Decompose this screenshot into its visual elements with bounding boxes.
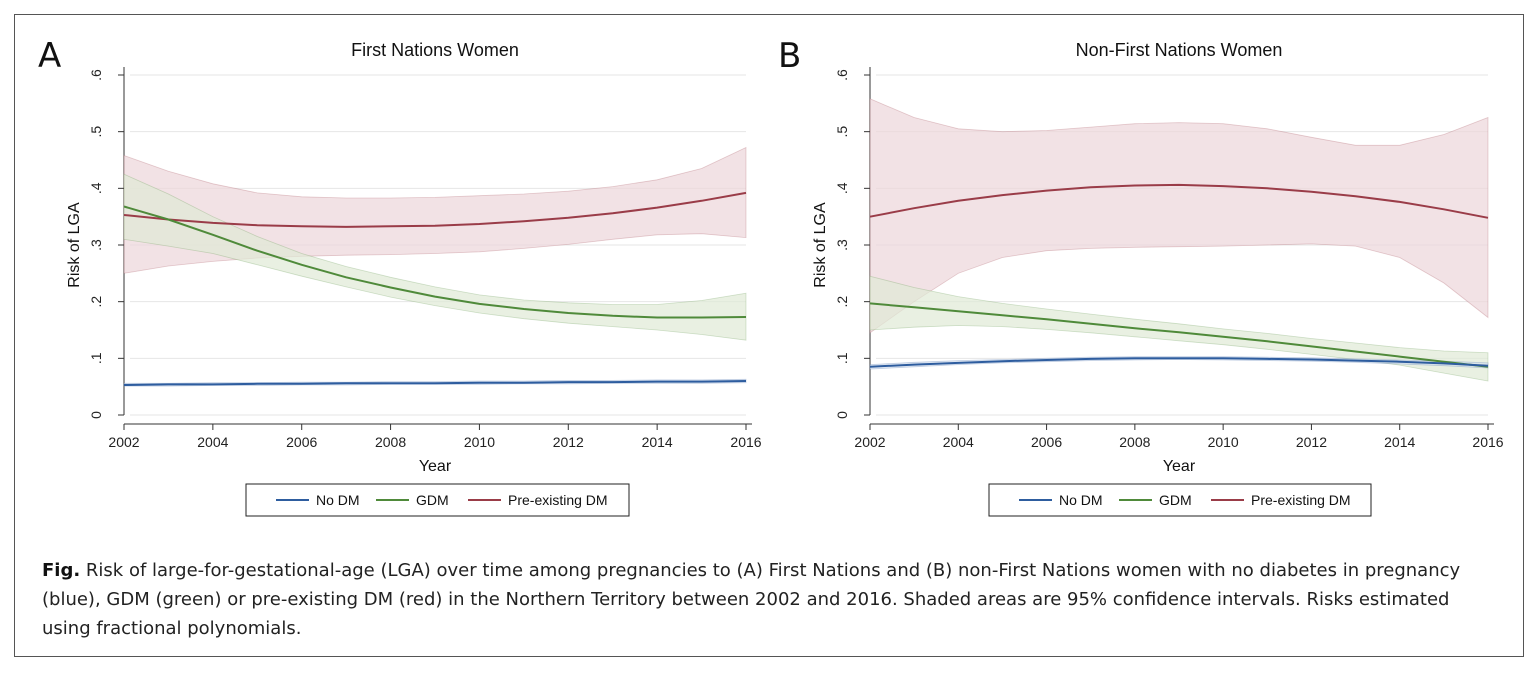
panel-a-y-axis-label: Risk of LGA: [66, 202, 83, 288]
figure-caption: Fig. Risk of large-for-gestational-age (…: [42, 556, 1502, 643]
panel-b-x-tick-label: 2008: [1119, 434, 1150, 450]
panel-a-legend-label-pre-existing-dm: Pre-existing DM: [508, 492, 608, 508]
panel-a-y-tick-label: .6: [88, 69, 104, 81]
panel-a: A First Nations Women 0 .1 .2 .3 .4 .5 .6 Risk of…: [38, 36, 762, 517]
panel-b-y-tick-label: .1: [834, 352, 850, 364]
panel-a-x-tick-label: 2002: [108, 434, 139, 450]
panel-a-y-tick-label: .1: [88, 352, 104, 364]
panel-b-y-axis-label: Risk of LGA: [812, 202, 829, 288]
panel-a-x-tick-label: 2004: [197, 434, 228, 450]
panel-b-legend-label-pre-existing-dm: Pre-existing DM: [1251, 492, 1351, 508]
panel-a-x-tick-label: 2014: [642, 434, 673, 450]
panel-a-y-tick-label: .5: [88, 126, 104, 138]
panel-a-ci-band-gdm: [123, 173, 747, 341]
panel-b-y-tick-label: .3: [834, 239, 850, 251]
panel-b-series-line-pre-existing-dm: [869, 183, 1489, 219]
panel-a-series-line-pre-existing-dm: [123, 191, 747, 228]
panel-a-x-tick-label: 2010: [464, 434, 495, 450]
panel-b-title: Non-First Nations Women: [1076, 40, 1283, 60]
panel-b-y-tick-label: .4: [834, 182, 850, 194]
panel-b-x-axis-label: Year: [1163, 458, 1196, 475]
panel-a-legend-box: [245, 483, 630, 517]
panel-a-legend-label-gdm: GDM: [416, 492, 449, 508]
panel-b-x-tick-label: 2012: [1296, 434, 1327, 450]
panel-a-x-axis-label: Year: [419, 458, 452, 475]
panel-b-legend-label-no-dm: No DM: [1059, 492, 1103, 508]
panel-b: B Non-First Nations Women 0 .1 .2 .3 .4 .5 .6 Ris…: [778, 36, 1504, 517]
panel-a-series-line-no-dm: [123, 380, 747, 386]
panel-b-y-tick-label: 0: [834, 411, 850, 419]
panel-b-x-tick-label: 2010: [1208, 434, 1239, 450]
panel-b-x-tick-label: 2002: [854, 434, 885, 450]
panel-b-legend-label-gdm: GDM: [1159, 492, 1192, 508]
panel-a-x-tick-label: 2006: [286, 434, 317, 450]
figure-frame: [14, 14, 1524, 657]
panel-a-title: First Nations Women: [351, 40, 519, 60]
panel-a-series-line-gdm: [123, 205, 747, 319]
panel-b-legend-box: [988, 483, 1372, 517]
panel-b-ci-band-gdm: [869, 275, 1489, 382]
panel-a-legend-label-no-dm: No DM: [316, 492, 360, 508]
panel-b-x-tick-label: 2006: [1031, 434, 1062, 450]
panel-b-x-tick-label: 2014: [1384, 434, 1415, 450]
caption-text: Risk of large-for-gestational-age (LGA) …: [42, 560, 1461, 639]
panel-b-series-line-gdm: [869, 302, 1489, 368]
panel-a-y-tick-label: .2: [88, 296, 104, 308]
panel-a-y-tick-label: .4: [88, 182, 104, 194]
panel-a-x-tick-label: 2008: [375, 434, 406, 450]
panel-a-letter: A: [38, 36, 61, 76]
caption-lead: Fig.: [42, 560, 81, 581]
panel-b-series-line-no-dm: [869, 357, 1489, 368]
panel-b-x-tick-label: 2016: [1472, 434, 1503, 450]
panel-a-x-tick-label: 2016: [730, 434, 761, 450]
panel-b-x-tick-label: 2004: [943, 434, 974, 450]
panel-a-y-tick-label: 0: [88, 411, 104, 419]
panel-b-y-tick-label: .5: [834, 126, 850, 138]
panel-b-y-tick-label: .2: [834, 296, 850, 308]
panel-a-y-tick-label: .3: [88, 239, 104, 251]
panel-a-x-tick-label: 2012: [553, 434, 584, 450]
panel-b-letter: B: [778, 36, 801, 76]
panel-b-ci-band-pre-existing-dm: [869, 98, 1489, 334]
panel-b-y-tick-label: .6: [834, 69, 850, 81]
